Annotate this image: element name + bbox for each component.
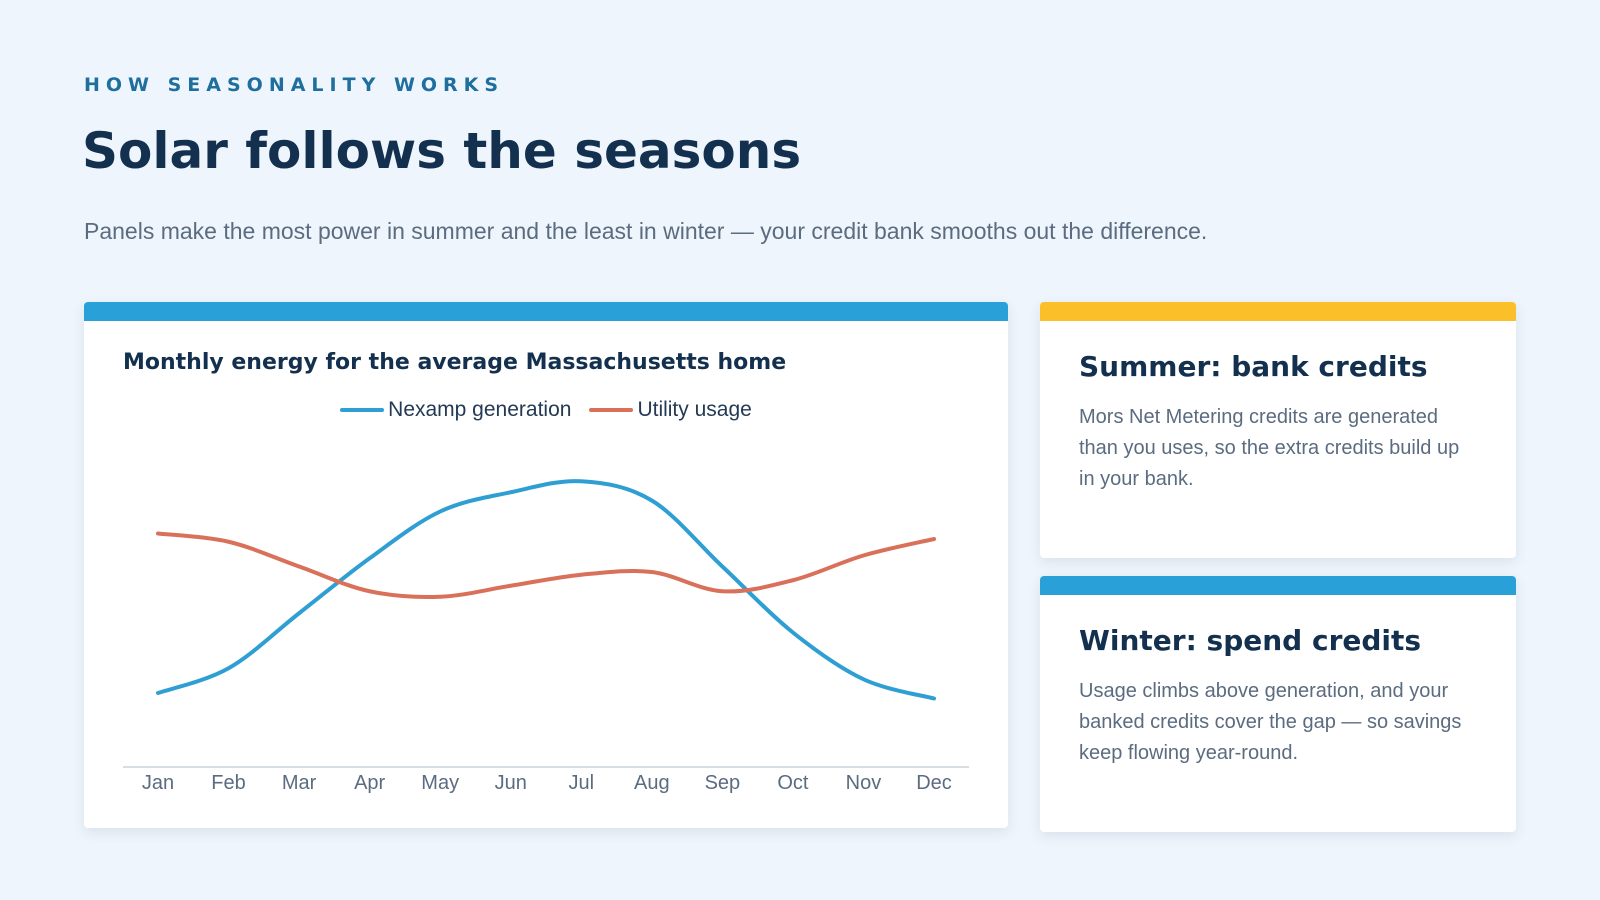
- x-tick-label: Aug: [634, 772, 670, 794]
- winter-card-title: Winter: spend credits: [1079, 624, 1422, 657]
- line-chart: Jan Feb Mar Apr May Jun Jul Aug Sep Oct Nov Dec: [123, 479, 969, 794]
- winter-card: Winter: spend credits Usage climbs above…: [1040, 576, 1516, 832]
- x-tick-label: Sep: [705, 772, 741, 794]
- series-line-generation: [156, 479, 936, 701]
- winter-card-accent-bar: [1040, 576, 1516, 595]
- chart-legend: Nexamp generation Utility usage: [84, 398, 1008, 422]
- x-tick-label: Mar: [282, 772, 317, 794]
- x-tick-label: Dec: [916, 772, 952, 794]
- summer-card-body: Mors Net Metering credits are generated …: [1079, 406, 1460, 490]
- chart-card-accent-bar: [84, 302, 1008, 321]
- series-line-usage: [156, 531, 936, 600]
- legend-label-generation: Nexamp generation: [388, 398, 572, 421]
- legend-label-usage: Utility usage: [637, 398, 752, 421]
- x-tick-label: Feb: [211, 772, 245, 794]
- page-subtitle: Panels make the most power in summer and…: [84, 218, 1208, 244]
- x-tick-label: May: [421, 772, 459, 794]
- eyebrow-label: HOW SEASONALITY WORKS: [84, 74, 505, 96]
- page-title: Solar follows the seasons: [82, 122, 802, 180]
- x-tick-label: Jul: [568, 772, 594, 794]
- summer-card-title: Summer: bank credits: [1079, 350, 1428, 383]
- winter-card-body: Usage climbs above generation, and your …: [1079, 680, 1462, 764]
- summer-card-accent-bar: [1040, 302, 1516, 321]
- legend-item-generation: Nexamp generation: [340, 398, 571, 422]
- summer-card: Summer: bank credits Mors Net Metering c…: [1040, 302, 1516, 558]
- legend-swatch-generation: [340, 408, 385, 412]
- x-tick-label: Jan: [142, 772, 174, 794]
- x-tick-label: Oct: [777, 772, 809, 794]
- legend-item-usage: Utility usage: [589, 398, 752, 422]
- legend-swatch-usage: [589, 408, 634, 412]
- x-tick-label: Jun: [495, 772, 527, 794]
- chart-title: Monthly energy for the average Massachus…: [123, 350, 787, 375]
- x-tick-label: Nov: [846, 772, 882, 794]
- x-tick-label: Apr: [354, 772, 385, 794]
- chart-card: Monthly energy for the average Massachus…: [84, 302, 1008, 828]
